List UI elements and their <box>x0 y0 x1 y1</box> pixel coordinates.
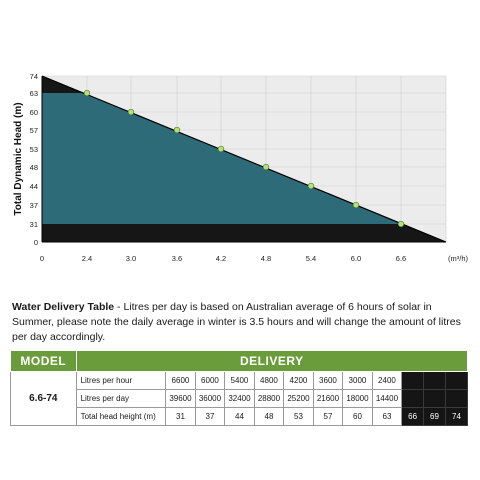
value-cell: 6000 <box>194 371 226 390</box>
x-tick-label: 4.2 <box>216 254 226 263</box>
value-cell: 5400 <box>224 371 255 390</box>
data-point <box>307 182 315 190</box>
empty-dark-cell <box>401 371 425 390</box>
y-tick-label: 53 <box>30 145 38 154</box>
head-extra-cell: 69 <box>423 407 446 426</box>
value-cell: 6600 <box>165 371 196 390</box>
value-cell: 36000 <box>194 389 226 408</box>
value-cell: 31 <box>165 407 196 426</box>
y-tick-label: 0 <box>34 238 38 247</box>
model-header: MODEL <box>10 350 77 372</box>
value-cell: 28800 <box>253 389 285 408</box>
empty-dark-cell <box>444 371 469 390</box>
value-cell: 25200 <box>283 389 314 408</box>
value-cell: 21600 <box>312 389 344 408</box>
description-text: - Litres per day is based on Australian … <box>12 301 461 343</box>
table-row: Litres per day 39600 36000 32400 28800 25200 2… <box>11 389 469 408</box>
data-point <box>397 220 405 228</box>
value-cell: 18000 <box>342 389 373 408</box>
y-tick-label: 60 <box>30 108 38 117</box>
value-cell: 37 <box>194 407 226 426</box>
value-cell: 39600 <box>165 389 196 408</box>
x-tick-label: 6.0 <box>351 254 361 263</box>
model-cell: 6.6-74 <box>10 371 77 426</box>
y-tick-label: 74 <box>30 72 38 81</box>
delivery-description: Water Delivery Table - Litres per day is… <box>12 300 470 345</box>
x-tick-label: 5.4 <box>306 254 316 263</box>
x-tick-label: 0 <box>40 254 44 263</box>
delivery-header: DELIVERY <box>75 350 469 372</box>
value-cell: 3600 <box>312 371 344 390</box>
description-title: Water Delivery Table <box>12 301 115 313</box>
x-tick-label: 6.6 <box>396 254 406 263</box>
head-flow-chart: 0 31 37 44 48 53 57 60 63 74 0 2.4 3.0 3.6 4.2 4.8 5.4 6.… <box>13 72 468 263</box>
empty-dark-cell <box>401 389 425 408</box>
y-tick-label: 44 <box>30 182 38 191</box>
value-cell: 4200 <box>283 371 314 390</box>
data-point <box>352 201 360 209</box>
value-cell: 44 <box>224 407 255 426</box>
x-tick-label: 2.4 <box>82 254 92 263</box>
y-tick-label: 37 <box>30 201 38 210</box>
value-cell: 60 <box>342 407 373 426</box>
empty-dark-cell <box>423 371 446 390</box>
head-extra-cell: 74 <box>444 407 469 426</box>
row-label: Total head height (m) <box>75 407 167 426</box>
value-cell: 63 <box>371 407 403 426</box>
performance-curve-line <box>41 75 447 243</box>
y-tick-label: 31 <box>30 220 38 229</box>
value-cell: 3000 <box>342 371 373 390</box>
row-label: Litres per hour <box>75 371 167 390</box>
x-axis-unit: (m³/h) <box>448 254 468 263</box>
data-point <box>127 108 135 116</box>
water-delivery-table: MODEL DELIVERY 6.6-74 Litres per hour 6600… <box>10 350 469 426</box>
empty-dark-cell <box>444 389 469 408</box>
value-cell: 4800 <box>253 371 285 390</box>
table-row: 6.6-74 Litres per hour 6600 6000 5400 4800 420… <box>10 371 469 426</box>
x-tick-label: 4.8 <box>261 254 271 263</box>
x-tick-label: 3.0 <box>126 254 136 263</box>
data-point <box>262 163 270 171</box>
head-extra-cell: 66 <box>401 407 425 426</box>
value-cell: 14400 <box>371 389 403 408</box>
data-point <box>217 145 225 153</box>
data-point <box>83 89 91 97</box>
table-row: Total head height (m) 31 37 44 48 53 57 60 63 66 6… <box>11 407 469 426</box>
data-point <box>173 126 181 134</box>
empty-dark-cell <box>423 389 446 408</box>
value-cell: 32400 <box>224 389 255 408</box>
value-cell: 2400 <box>371 371 403 390</box>
value-cell: 53 <box>283 407 314 426</box>
operating-range-area <box>42 93 403 224</box>
value-cell: 48 <box>253 407 285 426</box>
x-tick-label: 3.6 <box>172 254 182 263</box>
row-label: Litres per day <box>75 389 167 408</box>
y-axis-label: Total Dynamic Head (m) <box>13 102 24 215</box>
y-tick-label: 48 <box>30 163 38 172</box>
y-tick-label: 63 <box>30 89 38 98</box>
value-cell: 57 <box>312 407 344 426</box>
y-tick-label: 57 <box>30 126 38 135</box>
